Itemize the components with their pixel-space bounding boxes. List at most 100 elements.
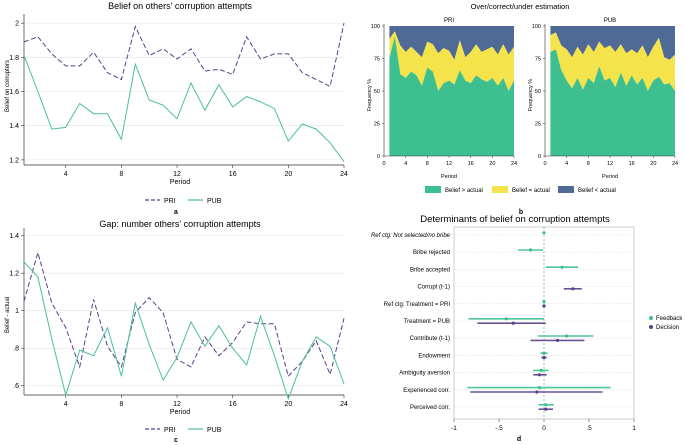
estimate-point-decision	[537, 373, 542, 377]
area-belief-equal-pub	[550, 32, 675, 91]
x-tick-label: 20	[489, 161, 495, 167]
x-tick-label: 20	[650, 161, 656, 167]
legend-decision-marker	[649, 325, 653, 329]
legend-less-label: Belief < actual	[578, 188, 616, 194]
panel-d-label: d	[517, 436, 521, 443]
estimate-point-feedback	[539, 368, 543, 372]
row-label: Ref ctg: Treatment = PRI	[384, 302, 451, 308]
legend-decision-label: Decision	[656, 325, 679, 331]
row-label: Ref ctg: Not selected/no bribe	[371, 233, 451, 239]
estimate-point-feedback	[544, 403, 548, 407]
estimate-point-feedback	[542, 351, 546, 355]
row-label: Ambiguity aversion	[399, 371, 450, 377]
panel-d-title: Determinants of belief on corruption att…	[420, 214, 610, 225]
legend-pub-label: PUB	[207, 198, 222, 205]
estimate-point-feedback	[528, 248, 533, 252]
x-tick-label: 12	[173, 171, 181, 178]
estimate-point-decision	[542, 304, 546, 308]
x-tick-label: -.5	[495, 425, 503, 432]
x-tick-label: 0	[542, 425, 546, 432]
series-line-pub	[23, 261, 345, 401]
x-tick-label: 20	[284, 171, 292, 178]
x-tick-label: 12	[607, 161, 613, 167]
legend-feedback-label: Feedback	[656, 316, 683, 322]
panel-c-title: Gap: number others' corruption attempts	[99, 219, 261, 229]
row-label: Experienced corr.	[403, 388, 450, 394]
area-belief-greater-pri	[389, 36, 514, 156]
plot-area	[24, 232, 344, 395]
x-tick-label: 1	[632, 425, 636, 432]
estimate-point-feedback	[504, 317, 508, 321]
y-tick-label: 1.8	[9, 55, 19, 62]
x-tick-label: 8	[426, 161, 429, 167]
x-tick-label: 4	[64, 401, 68, 408]
y-tick-label: 100	[371, 24, 380, 30]
legend-pri-label: PRI	[164, 427, 176, 434]
panel-b-title: Over/correct/under estimation	[471, 2, 570, 11]
legend-less-swatch	[558, 186, 574, 193]
legend-pri-label: PRI	[164, 198, 176, 205]
x-tick-label: 24	[511, 161, 517, 167]
x-tick-label: 0	[543, 161, 546, 167]
y-tick-label: 2	[15, 21, 19, 28]
estimate-point-feedback	[560, 265, 564, 269]
legend-greater-label: Belief > actual	[445, 188, 483, 194]
y-tick-label: 75	[535, 57, 541, 63]
x-tick-label: 24	[340, 401, 348, 408]
panel-b-sub-pri-title: PRI	[444, 18, 454, 24]
panel-b-sub-pub-title: PUB	[604, 18, 616, 24]
series-line-pri	[23, 250, 345, 378]
x-tick-label: 4	[404, 161, 407, 167]
panel-d: Determinants of belief on corruption att…	[371, 214, 683, 443]
panel-a-xlabel: Period	[170, 179, 190, 186]
estimate-point-decision	[571, 287, 575, 291]
x-tick-label: 8	[587, 161, 590, 167]
x-tick-label: 8	[119, 171, 123, 178]
estimate-point-feedback	[537, 386, 542, 390]
panel-b-label: b	[519, 209, 523, 216]
legend-equal-label: Belief = actual	[512, 188, 550, 194]
panel-b-ylabel-right: Frequency %	[528, 79, 534, 112]
y-tick-label: 1.4	[9, 233, 19, 240]
panel-d-legend: Feedback Decision	[649, 316, 683, 331]
x-tick-label: 16	[629, 161, 635, 167]
row-label: Corrupt (t-1)	[417, 285, 450, 291]
panel-b-xlabel-left: Period	[441, 174, 457, 180]
y-tick-label: 1	[15, 308, 19, 315]
y-tick-label: 75	[374, 57, 380, 63]
panel-b-ylabel-left: Frequency %	[367, 79, 373, 112]
panel-a: Belief on others' corruption attempts Be…	[5, 1, 348, 216]
x-tick-label: 4	[64, 171, 68, 178]
y-tick-label: 25	[374, 122, 380, 128]
area-belief-equal-pri	[389, 31, 514, 91]
x-tick-label: 0	[382, 161, 385, 167]
y-tick-label: 25	[535, 122, 541, 128]
estimate-point-decision	[542, 356, 546, 360]
row-label: Bribe accepted	[410, 267, 450, 273]
estimate-point-decision	[535, 390, 539, 394]
x-tick-label: 24	[340, 171, 348, 178]
row-label: Bribe rejected	[413, 250, 450, 256]
legend-greater-swatch	[425, 186, 441, 193]
panel-a-label: a	[174, 209, 178, 216]
row-label: Contribute (t-1)	[410, 336, 450, 342]
estimate-point-decision	[511, 321, 515, 325]
estimate-point-decision	[555, 338, 560, 342]
x-tick-label: 12	[173, 401, 181, 408]
x-tick-label: 20	[284, 401, 292, 408]
row-label: Perceived corr.	[410, 405, 450, 411]
x-tick-label: .5	[586, 425, 592, 432]
series-line-pri	[23, 22, 345, 88]
y-tick-label: .6	[13, 383, 19, 390]
y-tick-label: 50	[535, 89, 541, 95]
y-tick-label: .8	[13, 346, 19, 353]
x-tick-label: 4	[565, 161, 568, 167]
y-tick-label: 1.2	[9, 271, 19, 278]
panel-c: Gap: number others' corruption attempts …	[5, 219, 348, 444]
area-belief-greater-pub	[550, 49, 675, 156]
panel-c-legend: PRI PUB	[145, 427, 222, 434]
estimate-point-decision	[544, 407, 548, 411]
y-tick-label: 1.6	[9, 89, 19, 96]
x-tick-label: 12	[446, 161, 452, 167]
panel-c-ylabel: Belief - actual	[5, 297, 11, 333]
